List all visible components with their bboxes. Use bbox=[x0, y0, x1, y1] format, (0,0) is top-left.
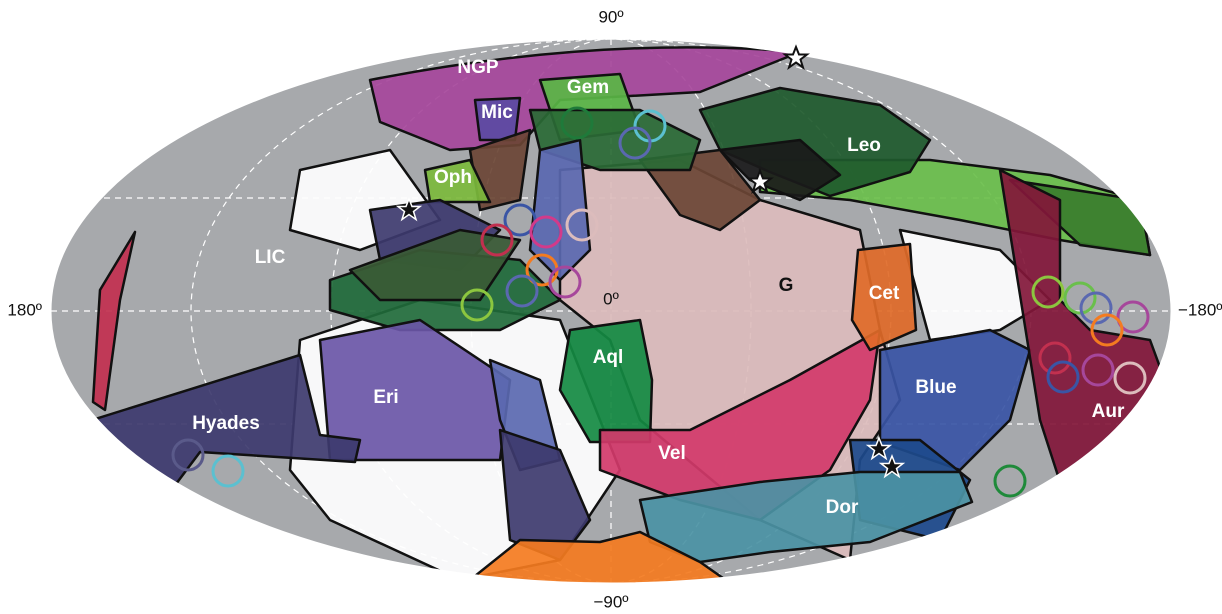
marker bbox=[171, 438, 205, 472]
marker bbox=[211, 454, 245, 488]
marker bbox=[1081, 353, 1115, 387]
axis-label-right: −180º bbox=[1178, 300, 1222, 319]
cloud-label: Mic bbox=[481, 102, 513, 123]
cloud-cet bbox=[850, 242, 918, 352]
cloud-label: Eri bbox=[373, 387, 398, 408]
marker bbox=[560, 106, 594, 140]
axis-label-center: 0º bbox=[603, 289, 619, 308]
marker bbox=[1079, 291, 1113, 325]
cloud-label: Dor bbox=[826, 497, 859, 518]
cloud-label: Gem bbox=[567, 77, 609, 98]
axis-label-left: 180º bbox=[7, 300, 42, 319]
marker bbox=[505, 274, 539, 308]
axis-labels: 90º −90º 180º −180º 0º bbox=[7, 7, 1222, 611]
cloud-label: Blue bbox=[915, 377, 956, 398]
axis-label-top: 90º bbox=[598, 7, 623, 26]
marker bbox=[480, 223, 514, 257]
cloud-label: NGP bbox=[457, 57, 499, 78]
cloud-label: Cet bbox=[869, 283, 900, 304]
cloud-label: Aql bbox=[593, 347, 624, 368]
marker bbox=[1113, 361, 1147, 395]
cloud-label: Oph bbox=[434, 167, 472, 188]
marker bbox=[529, 215, 563, 249]
sky-outline bbox=[50, 38, 1172, 584]
cloud-label: Leo bbox=[847, 135, 881, 156]
marker bbox=[1116, 300, 1150, 334]
cloud-oph bbox=[423, 158, 492, 204]
marker bbox=[1031, 275, 1065, 309]
cloud-label: LIC bbox=[255, 247, 286, 268]
markers bbox=[171, 46, 1150, 498]
cloud-label: Vel bbox=[658, 443, 685, 464]
cloud-labels: NGP Gem Mic Leo Oph LIC G Cet Aql Eri Bl… bbox=[192, 57, 1125, 518]
marker bbox=[1046, 360, 1080, 394]
cloud-vel bbox=[598, 328, 882, 522]
marker bbox=[548, 265, 582, 299]
marker bbox=[565, 208, 599, 242]
axis-label-bottom: −90º bbox=[593, 592, 628, 611]
marker bbox=[1038, 341, 1072, 375]
cloud-label: Aur bbox=[1092, 401, 1125, 422]
cloud-label: Hyades bbox=[192, 413, 260, 434]
cloud-overlap bbox=[718, 138, 842, 202]
marker bbox=[1063, 281, 1097, 315]
marker bbox=[618, 126, 652, 160]
cloud-orange bbox=[468, 530, 742, 583]
marker bbox=[1090, 313, 1124, 347]
cloud-navy-2 bbox=[498, 428, 592, 562]
marker bbox=[993, 464, 1027, 498]
cloud-label: G bbox=[779, 275, 794, 296]
cloud-olive bbox=[348, 228, 522, 302]
cloud-strip bbox=[91, 230, 137, 412]
marker bbox=[460, 288, 494, 322]
